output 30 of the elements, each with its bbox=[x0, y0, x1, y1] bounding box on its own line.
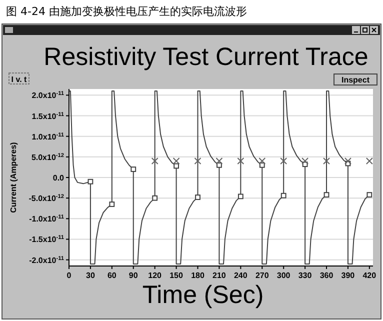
x-tick-label: 90 bbox=[128, 271, 138, 280]
x-tick-label: 270 bbox=[255, 271, 270, 280]
y-axis-title: Current (Amperes) bbox=[9, 142, 18, 213]
x-tick-label: 360 bbox=[320, 271, 334, 280]
y-tick-label: 1.0x10$^{-11}$ bbox=[32, 132, 64, 142]
x-tick-label: 180 bbox=[191, 271, 205, 280]
x-tick-label: 420 bbox=[362, 271, 377, 280]
y-tick-label: 5.0x10$^{-12}$ bbox=[31, 152, 64, 162]
x-tick-label: 0 bbox=[66, 271, 72, 280]
y-tick-label: 0.0 bbox=[52, 174, 65, 182]
x-tick-label: 120 bbox=[148, 271, 162, 280]
x-axis-title: Time (Sec) bbox=[142, 281, 264, 309]
x-tick-label: 330 bbox=[298, 271, 312, 280]
x-tick-label: 60 bbox=[107, 271, 117, 280]
text: I v. t bbox=[11, 75, 28, 84]
y-tick-label: -1.5x10$^{-11}$ bbox=[29, 235, 64, 244]
x-tick-label: 30 bbox=[86, 271, 96, 280]
y-tick-label: -1.0x10$^{-11}$ bbox=[29, 214, 64, 224]
x-tick-label: 390 bbox=[341, 271, 356, 280]
caption: 图 4-24 由施加变换极性电压产生的实际电流波形 bbox=[6, 5, 247, 18]
y-tick-label: -5.0x10$^{-12}$ bbox=[28, 194, 64, 204]
y-tick-label: 1.5x10$^{-11}$ bbox=[32, 112, 64, 121]
x-tick-label: 150 bbox=[170, 271, 184, 280]
y-tick-label: -2.0x10$^{-11}$ bbox=[29, 256, 64, 265]
x-tick-label: 210 bbox=[212, 271, 226, 280]
x-tick-label: 300 bbox=[276, 271, 291, 280]
text: Inspect bbox=[341, 76, 370, 84]
x-tick-label: 240 bbox=[234, 271, 248, 280]
y-tick-label: 2.0x10$^{-11}$ bbox=[32, 91, 64, 100]
chart-title: Resistivity Test Current Trace bbox=[44, 43, 368, 71]
